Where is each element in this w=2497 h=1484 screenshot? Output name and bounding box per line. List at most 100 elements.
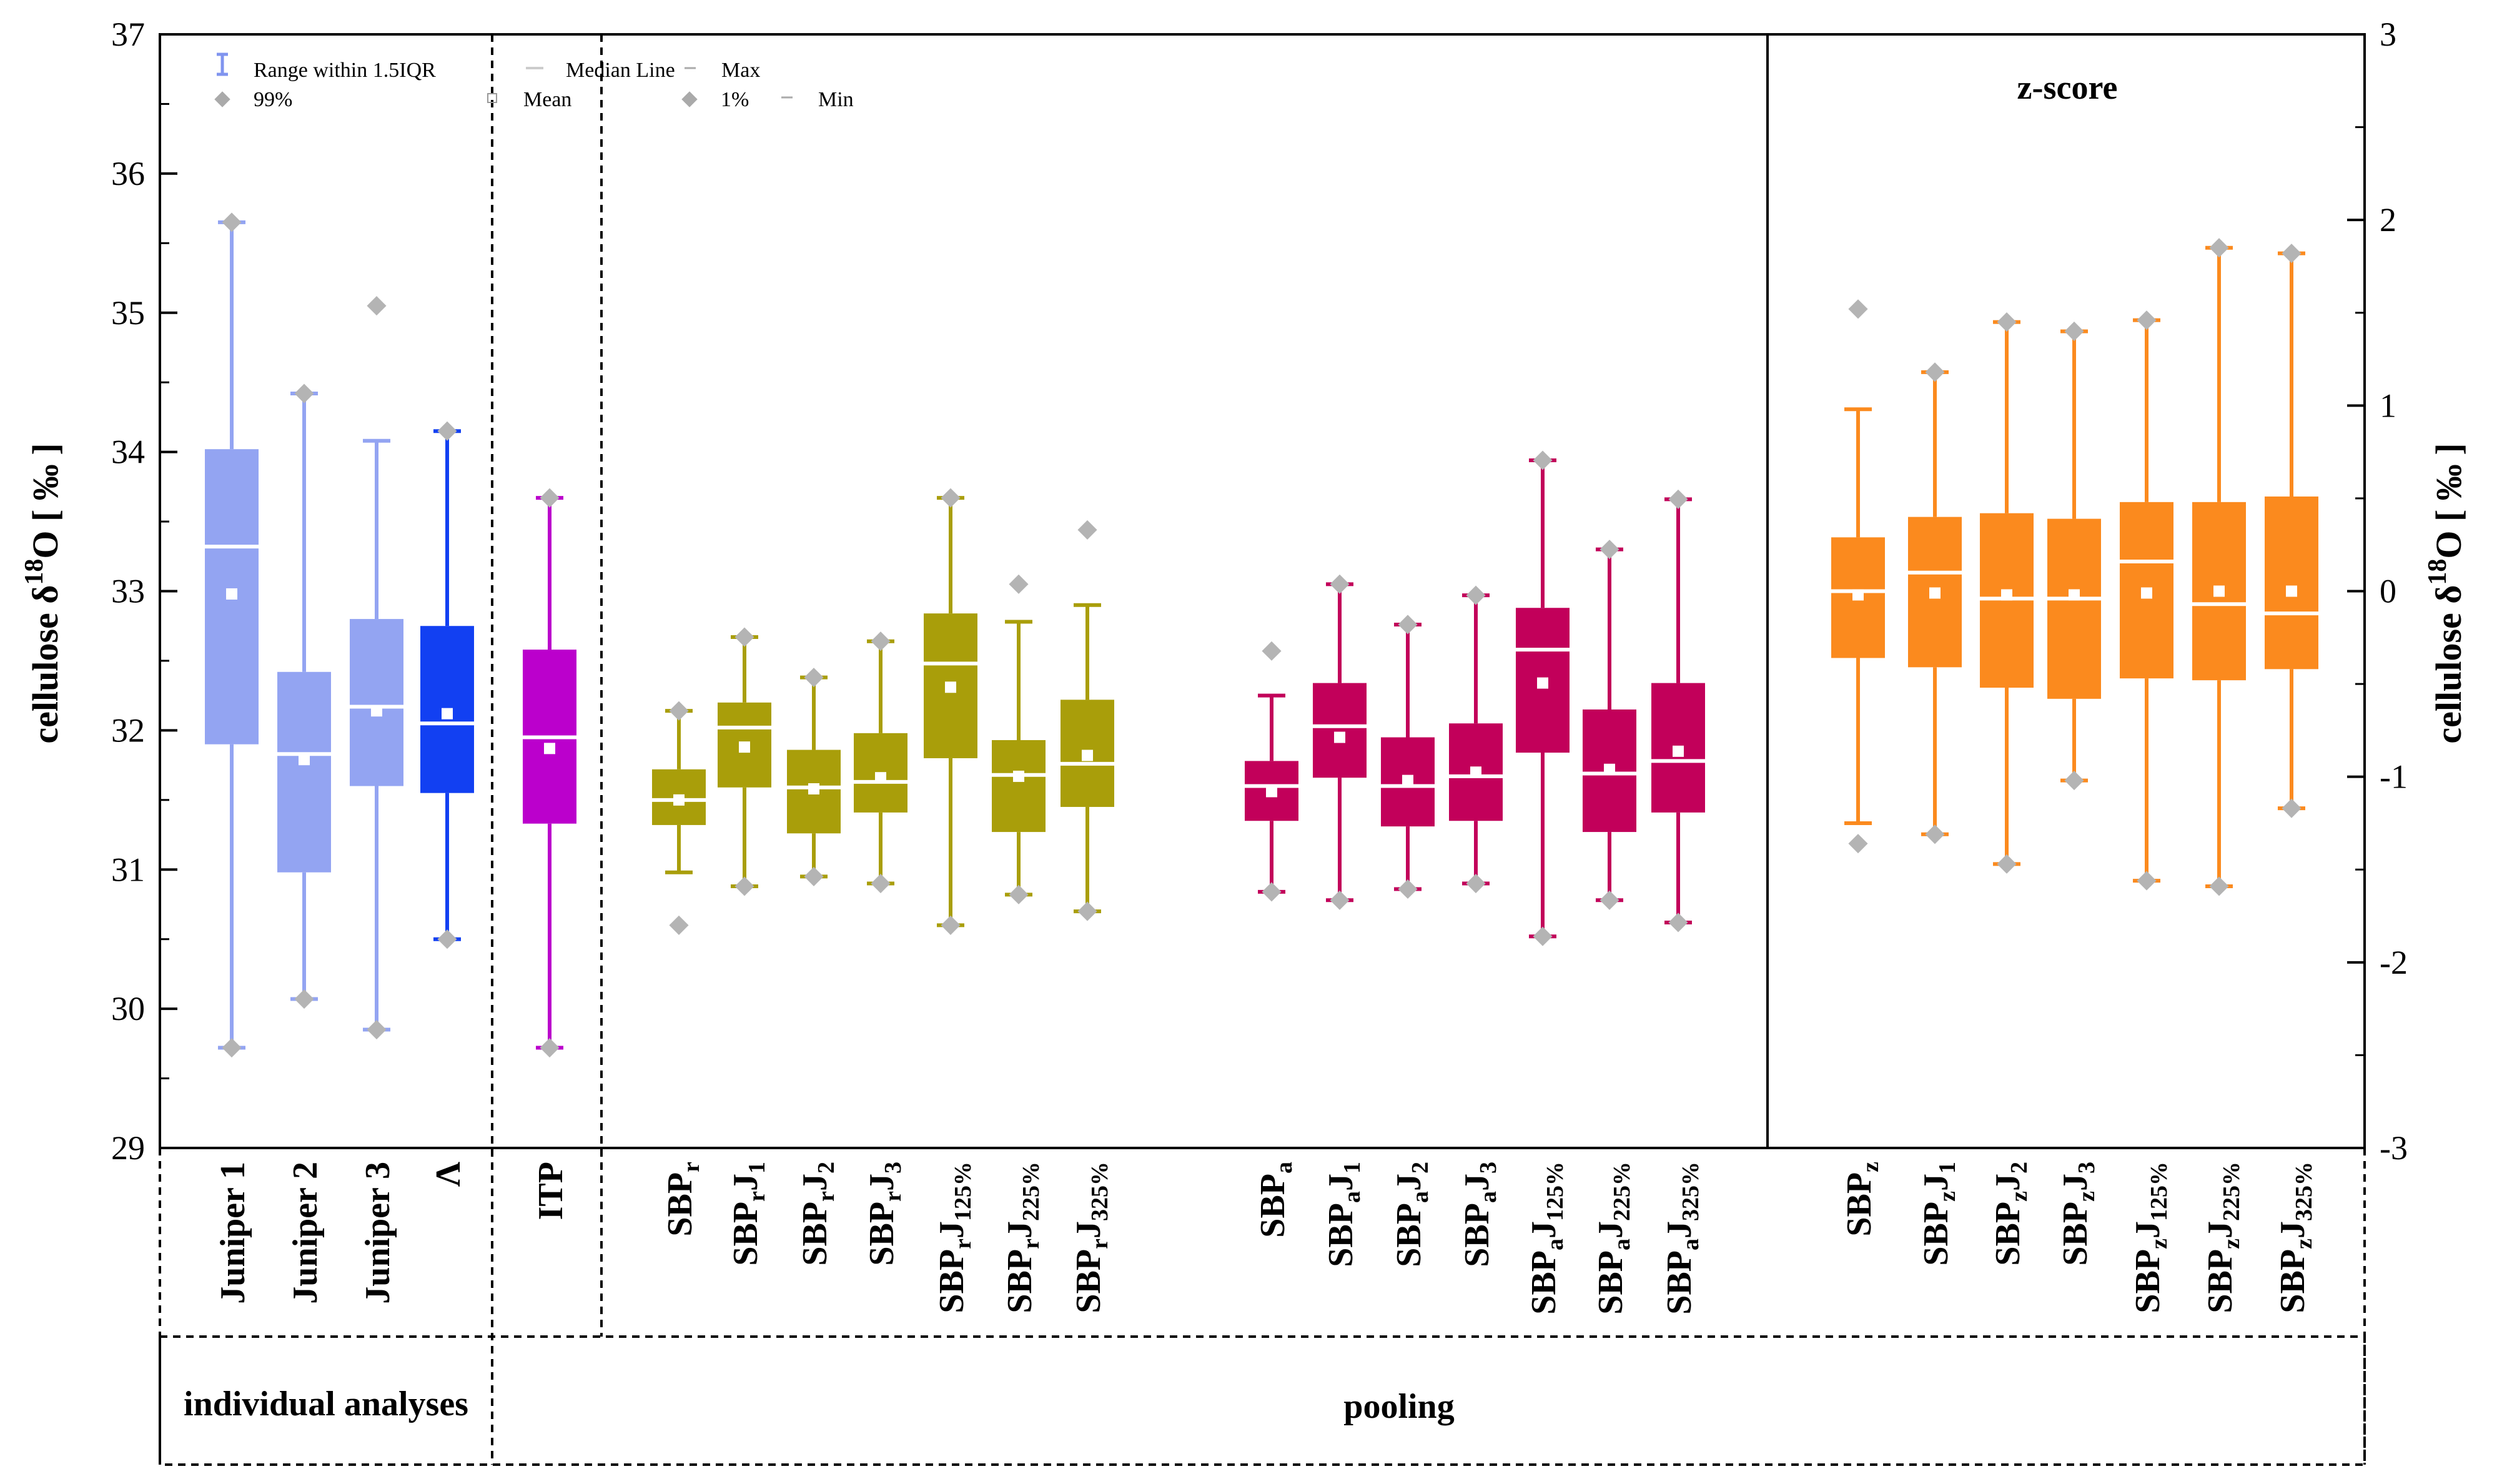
axis-title-tail: O [ ‰ ] (2428, 443, 2469, 558)
category-label-part: r (950, 1239, 976, 1249)
category-label-part: SBP (1458, 1203, 1496, 1267)
percentile-diamond (367, 296, 387, 316)
category-label-part: 225% (1018, 1162, 1044, 1221)
group-label-pooling: pooling (1343, 1387, 1454, 1426)
percentile-diamond (871, 631, 891, 651)
mean-marker (2286, 585, 2297, 597)
legend-label: Median Line (566, 59, 675, 82)
category-label-part: a (1407, 1191, 1433, 1203)
category-label-part: r (1087, 1239, 1113, 1249)
box-2 (277, 383, 331, 1009)
category-label-part: 3 (880, 1162, 906, 1174)
group-label-individual: individual analyses (184, 1385, 468, 1423)
category-label: SBPaJ2 (1390, 1162, 1433, 1267)
category-label-part: 125% (1542, 1162, 1568, 1221)
category-label-part: z (2074, 1191, 2100, 1202)
category-label-part: J (1917, 1174, 1956, 1191)
category-label-part: J (1989, 1174, 2027, 1191)
category-label-part: 325% (2291, 1162, 2317, 1221)
box-14 (1313, 574, 1367, 910)
category-label: SBPaJ3 (1458, 1162, 1501, 1267)
percentile-diamond (2209, 876, 2229, 896)
category-label-part: SBP (796, 1202, 834, 1266)
legend-label: Mean (523, 88, 571, 111)
category-label: SBPzJ2 (1989, 1162, 2032, 1266)
box-26 (2265, 244, 2318, 818)
box-13 (1245, 641, 1298, 902)
iqr-box (2047, 518, 2101, 699)
box-18 (1583, 540, 1636, 910)
category-label: SBPzJ3 (2056, 1162, 2100, 1266)
category-label: SBPrJ125% (932, 1162, 976, 1313)
category-label-part: SBP (1840, 1172, 1879, 1237)
category-label-part: SBP (1390, 1203, 1428, 1267)
category-label: SBPaJ225% (1591, 1162, 1635, 1315)
category-label-part: 2 (1407, 1162, 1433, 1174)
mean-marker (1470, 766, 1481, 778)
category-label: SBPa (1253, 1162, 1297, 1238)
category-label-part: 1 (744, 1162, 770, 1174)
left-tick-label: 31 (111, 851, 145, 888)
right-tick-label: -2 (2380, 944, 2408, 981)
percentile-diamond (294, 383, 314, 403)
right-tick-label: 2 (2380, 201, 2396, 239)
mean-marker (1537, 677, 1548, 689)
box-9 (854, 631, 907, 894)
left-tick-label: 33 (111, 573, 145, 610)
category-label-part: J (726, 1174, 765, 1191)
iqr-box (2265, 496, 2318, 670)
mean-marker (945, 681, 956, 693)
percentile-diamond (734, 876, 754, 896)
percentile-diamond (222, 1037, 242, 1058)
category-label-part: J (1322, 1174, 1360, 1191)
percentile-diamond (1009, 884, 1029, 904)
category-label: SBPzJ325% (2273, 1162, 2317, 1313)
plot-frame (159, 33, 2366, 1149)
category-label-part: J (1458, 1174, 1496, 1191)
left-tick-label: 36 (111, 155, 145, 192)
mean-marker (226, 588, 237, 600)
category-label-part: J (796, 1174, 834, 1191)
category-label-part: a (1475, 1191, 1501, 1203)
legend-label: 1% (721, 88, 749, 111)
iqr-box (277, 671, 331, 873)
category-label-part: a (1339, 1191, 1365, 1203)
category-label-part: r (1018, 1239, 1044, 1249)
category-label-part: 2 (813, 1162, 839, 1174)
percentile-diamond (941, 915, 961, 935)
category-label-part: SBP (2129, 1249, 2167, 1313)
percentile-diamond (2137, 871, 2157, 891)
mean-marker (2001, 589, 2012, 601)
box-8 (787, 668, 841, 886)
category-label-part: 3 (1475, 1162, 1501, 1174)
percentile-diamond (2209, 238, 2229, 258)
percentile-diamond (1533, 450, 1553, 470)
category-label-part: a (1609, 1239, 1635, 1250)
category-label-part: SBP (1917, 1202, 1956, 1266)
box-11 (992, 574, 1046, 904)
category-label-part: SBP (2056, 1202, 2095, 1266)
category-label-part: 125% (950, 1162, 976, 1221)
mean-marker (371, 705, 382, 717)
left-tick-label: 29 (111, 1129, 145, 1167)
percentile-diamond (1668, 489, 1688, 509)
box-3 (350, 296, 403, 1040)
left-tick-label: 37 (111, 16, 145, 53)
percentile-diamond (540, 1037, 560, 1058)
iqr-box (1313, 683, 1367, 778)
category-label-part: r (813, 1191, 839, 1202)
category-label-part: r (744, 1191, 770, 1202)
category-label-part: SBP (1591, 1250, 1630, 1315)
category-label: Juniper 1 (214, 1162, 252, 1304)
percentile-diamond (1330, 574, 1350, 594)
group-label-frame (159, 1335, 2366, 1466)
axis-title-main: cellulose δ (25, 585, 66, 744)
percentile-diamond (669, 915, 689, 935)
legend-diamond-icon (214, 91, 230, 107)
category-label-part: SBP (2273, 1249, 2312, 1313)
percentile-diamond (1848, 299, 1868, 319)
left-tick-label: 32 (111, 711, 145, 749)
category-label-part: J (1001, 1221, 1039, 1239)
category-label-part: 1 (1339, 1162, 1365, 1174)
